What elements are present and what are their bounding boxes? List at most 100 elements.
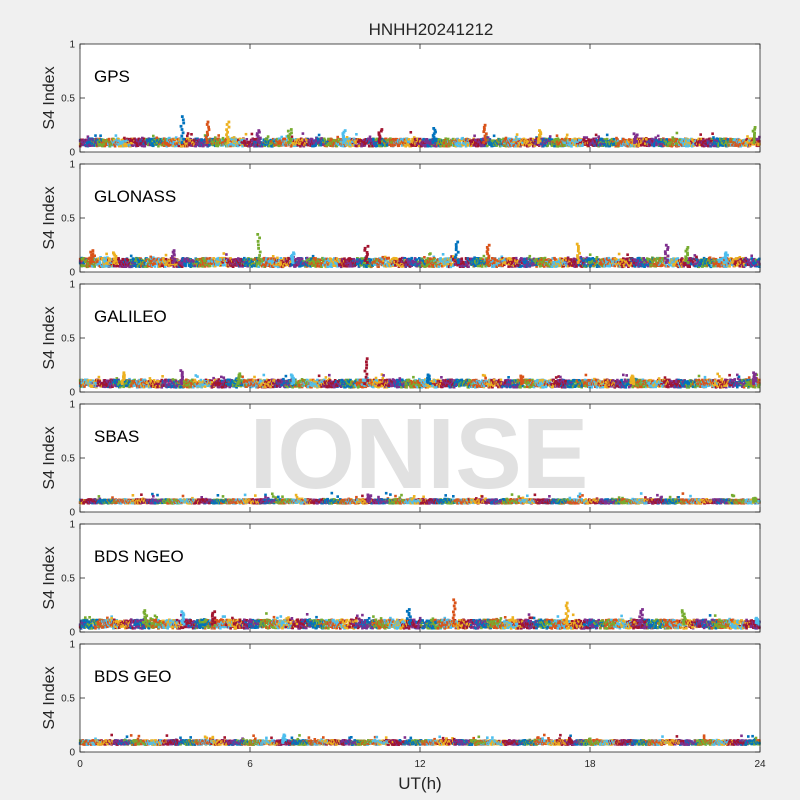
spike-point	[484, 138, 488, 142]
data-point	[81, 264, 85, 267]
data-point	[682, 144, 685, 147]
data-point	[332, 261, 335, 265]
data-point	[636, 138, 640, 141]
data-point	[359, 264, 362, 267]
data-point	[227, 260, 231, 263]
data-point	[393, 143, 396, 147]
spike-point	[181, 118, 185, 122]
y-tick-label: 1	[69, 40, 75, 51]
data-point	[414, 260, 418, 264]
data-point	[168, 142, 171, 146]
data-point	[365, 259, 368, 263]
spike-point	[431, 134, 435, 137]
data-point	[227, 143, 231, 147]
data-point	[716, 139, 719, 143]
data-point	[342, 262, 345, 266]
data-point	[93, 144, 96, 147]
data-point	[306, 264, 310, 267]
data-point	[255, 264, 259, 268]
data-point	[328, 259, 331, 263]
data-point	[675, 131, 679, 135]
data-point	[410, 256, 413, 260]
data-point	[461, 137, 464, 140]
data-point	[196, 143, 199, 146]
data-point	[392, 263, 396, 267]
data-point	[152, 256, 155, 259]
data-point	[409, 131, 413, 134]
data-point	[216, 144, 220, 148]
data-point	[474, 141, 477, 144]
data-point	[201, 141, 204, 144]
data-point	[309, 141, 312, 144]
data-point	[316, 260, 319, 264]
data-point	[418, 261, 422, 264]
data-point	[80, 259, 84, 262]
data-point	[652, 143, 656, 146]
data-point	[93, 265, 96, 268]
data-point	[214, 263, 218, 266]
data-point	[119, 143, 123, 146]
data-point	[384, 140, 388, 144]
data-point	[518, 137, 521, 141]
data-point	[150, 262, 153, 266]
data-point	[654, 137, 657, 141]
data-point	[401, 144, 404, 147]
data-point	[531, 142, 534, 146]
spike-point	[225, 133, 228, 137]
data-point	[118, 265, 122, 268]
data-point	[479, 143, 482, 146]
data-point	[452, 144, 456, 147]
data-point	[284, 144, 288, 147]
data-point	[758, 135, 761, 139]
data-point	[582, 136, 586, 139]
data-point	[604, 138, 607, 141]
data-point	[132, 259, 136, 262]
data-point	[191, 142, 195, 145]
data-point	[120, 138, 124, 142]
data-point	[575, 144, 578, 148]
data-point	[175, 144, 179, 147]
data-point	[333, 264, 336, 267]
data-point	[572, 143, 576, 147]
data-point	[141, 136, 144, 140]
data-point	[296, 263, 300, 266]
data-point	[203, 259, 206, 262]
data-point	[124, 262, 128, 266]
data-point	[504, 136, 508, 140]
data-point	[92, 260, 96, 264]
data-point	[467, 143, 470, 146]
data-point	[706, 139, 709, 142]
data-point	[712, 141, 715, 145]
spike-point	[537, 138, 540, 141]
data-point	[659, 140, 663, 143]
spike-point	[205, 141, 209, 144]
spike-point	[289, 128, 293, 131]
data-point	[117, 139, 120, 142]
data-point	[298, 258, 301, 262]
data-point	[187, 258, 191, 261]
data-point	[101, 265, 105, 268]
data-point	[145, 262, 148, 266]
data-point	[146, 138, 149, 142]
data-point	[220, 138, 224, 142]
data-point	[328, 139, 332, 143]
data-point	[710, 137, 714, 141]
data-point	[239, 260, 243, 263]
data-point	[747, 142, 750, 145]
data-point	[681, 142, 685, 145]
data-point	[352, 257, 356, 261]
data-point	[222, 252, 226, 255]
data-point	[221, 261, 225, 264]
data-point	[463, 142, 466, 146]
data-point	[585, 136, 589, 139]
spike-point	[433, 137, 437, 141]
data-point	[160, 143, 164, 147]
spike-point	[379, 129, 383, 133]
data-point	[305, 256, 309, 260]
spike-point	[206, 133, 209, 137]
data-point	[688, 144, 691, 147]
data-point	[754, 140, 758, 143]
data-point	[176, 138, 180, 141]
data-point	[343, 264, 346, 267]
